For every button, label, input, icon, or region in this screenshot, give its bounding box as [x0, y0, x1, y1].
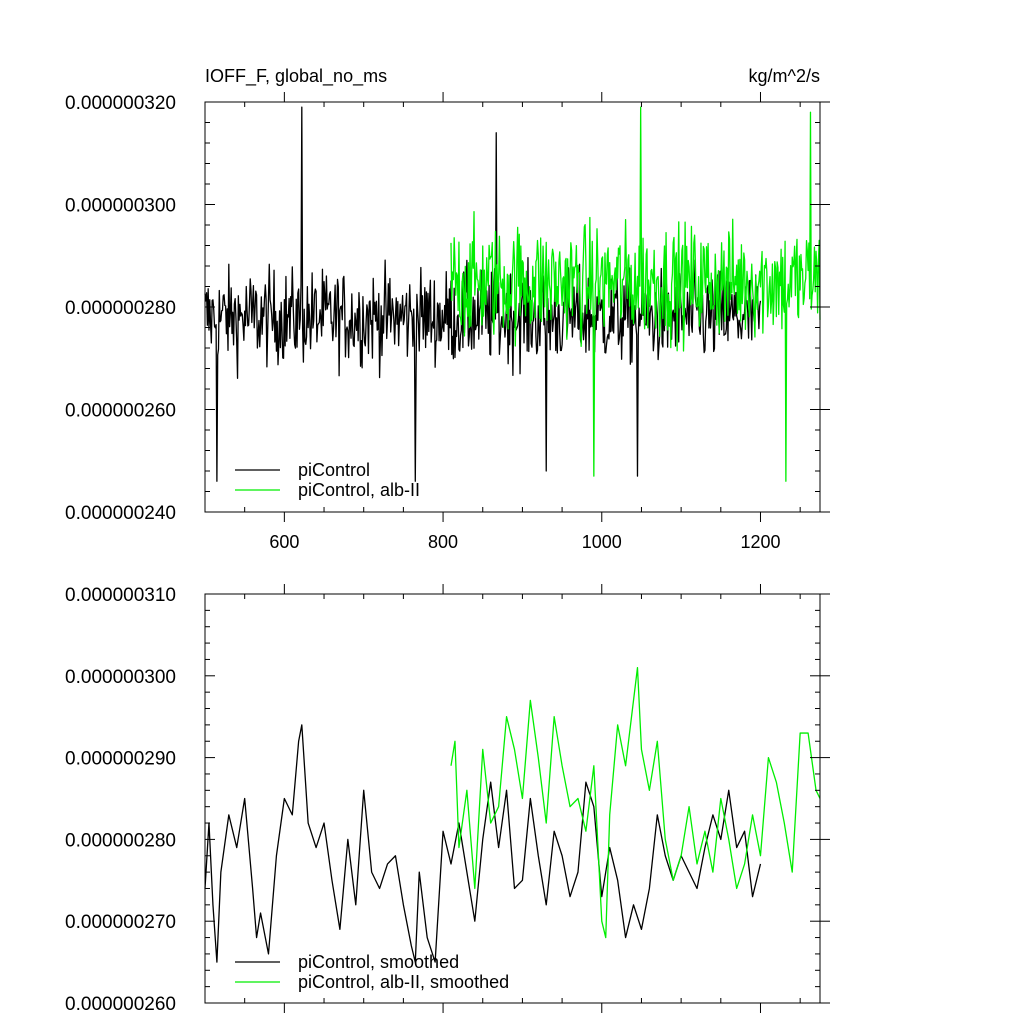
bottom-panel: 0.000000260 0.000000270 0.000000280 0.00000…: [65, 584, 830, 1015]
x-tick-label: 1000: [582, 532, 622, 552]
series-line-picontrol-alb-ii-smoothed: [450, 666, 821, 939]
top-panel-frame: [204, 101, 821, 513]
y-tick-label: 0.000000300: [65, 196, 176, 217]
top-panel-tick-labels: 600 800 1000 1200 0.000000240 0.000000260 0.00…: [65, 93, 780, 552]
top-panel-plot-lines: [204, 106, 821, 482]
x-tick-label: 1200: [740, 532, 780, 552]
y-tick-label: 0.000000280: [65, 830, 176, 851]
y-tick-label: 0.000000260: [65, 994, 176, 1015]
bottom-panel-frame: [204, 593, 821, 1004]
legend-label-picontrol-smoothed: piControl, smoothed: [298, 952, 459, 972]
y-tick-label: 0.000000290: [65, 749, 176, 770]
y-tick-label: 0.000000270: [65, 912, 176, 933]
y-tick-label: 0.000000280: [65, 298, 176, 319]
x-tick-label: 600: [269, 532, 299, 552]
y-tick-label: 0.000000310: [65, 585, 176, 606]
top-panel-legend: piControl piControl, alb-II: [235, 460, 420, 500]
series-line-picontrol-alb-ii: [450, 106, 821, 482]
top-panel-title-right: kg/m^2/s: [749, 66, 820, 86]
legend-label-picontrol: piControl: [298, 460, 370, 480]
top-panel: IOFF_F, global_no_ms kg/m^2/s 600 800 1000…: [65, 66, 830, 552]
top-panel-title-left: IOFF_F, global_no_ms: [205, 66, 387, 87]
y-tick-label: 0.000000300: [65, 667, 176, 688]
bottom-panel-plot-lines: [204, 666, 821, 963]
y-tick-label: 0.000000320: [65, 93, 176, 114]
bottom-panel-tick-labels: 0.000000260 0.000000270 0.000000280 0.00000…: [65, 585, 176, 1015]
bottom-panel-ticks: [204, 584, 830, 1013]
x-tick-label: 800: [428, 532, 458, 552]
y-tick-label: 0.000000260: [65, 401, 176, 422]
bottom-panel-legend: piControl, smoothed piControl, alb-II, s…: [235, 952, 509, 992]
top-panel-ticks: [204, 92, 830, 522]
legend-label-picontrol-alb-ii: piControl, alb-II: [298, 480, 420, 500]
series-line-picontrol-smoothed: [204, 724, 762, 963]
y-tick-label: 0.000000240: [65, 503, 176, 524]
legend-label-picontrol-alb-ii-smoothed: piControl, alb-II, smoothed: [298, 972, 509, 992]
